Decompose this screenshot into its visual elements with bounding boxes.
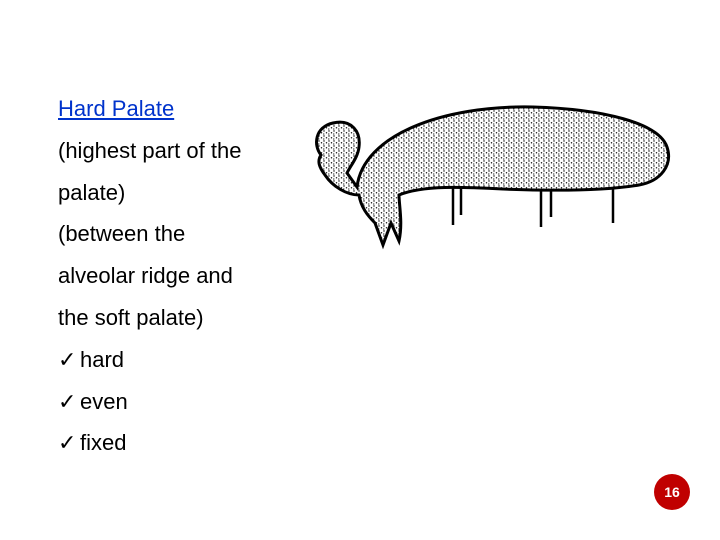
- slide-title: Hard Palate: [58, 88, 298, 130]
- bullet-item: ✓ hard: [58, 339, 298, 381]
- bullet-label: hard: [80, 347, 124, 372]
- palate-outline: [317, 107, 669, 245]
- body-line: (highest part of the: [58, 130, 298, 172]
- check-icon: ✓: [58, 339, 76, 381]
- check-icon: ✓: [58, 381, 76, 423]
- body-line: palate): [58, 172, 298, 214]
- page-number: 16: [664, 484, 680, 500]
- palate-diagram: [303, 95, 679, 275]
- bullet-label: even: [80, 389, 128, 414]
- slide: Hard Palate (highest part of the palate)…: [0, 0, 720, 540]
- body-line: the soft palate): [58, 297, 298, 339]
- check-icon: ✓: [58, 422, 76, 464]
- bullet-item: ✓ even: [58, 381, 298, 423]
- page-number-badge: 16: [654, 474, 690, 510]
- body-line: alveolar ridge and: [58, 255, 298, 297]
- text-block: Hard Palate (highest part of the palate)…: [58, 88, 298, 464]
- body-line: (between the: [58, 213, 298, 255]
- bullet-item: ✓ fixed: [58, 422, 298, 464]
- bullet-label: fixed: [80, 430, 126, 455]
